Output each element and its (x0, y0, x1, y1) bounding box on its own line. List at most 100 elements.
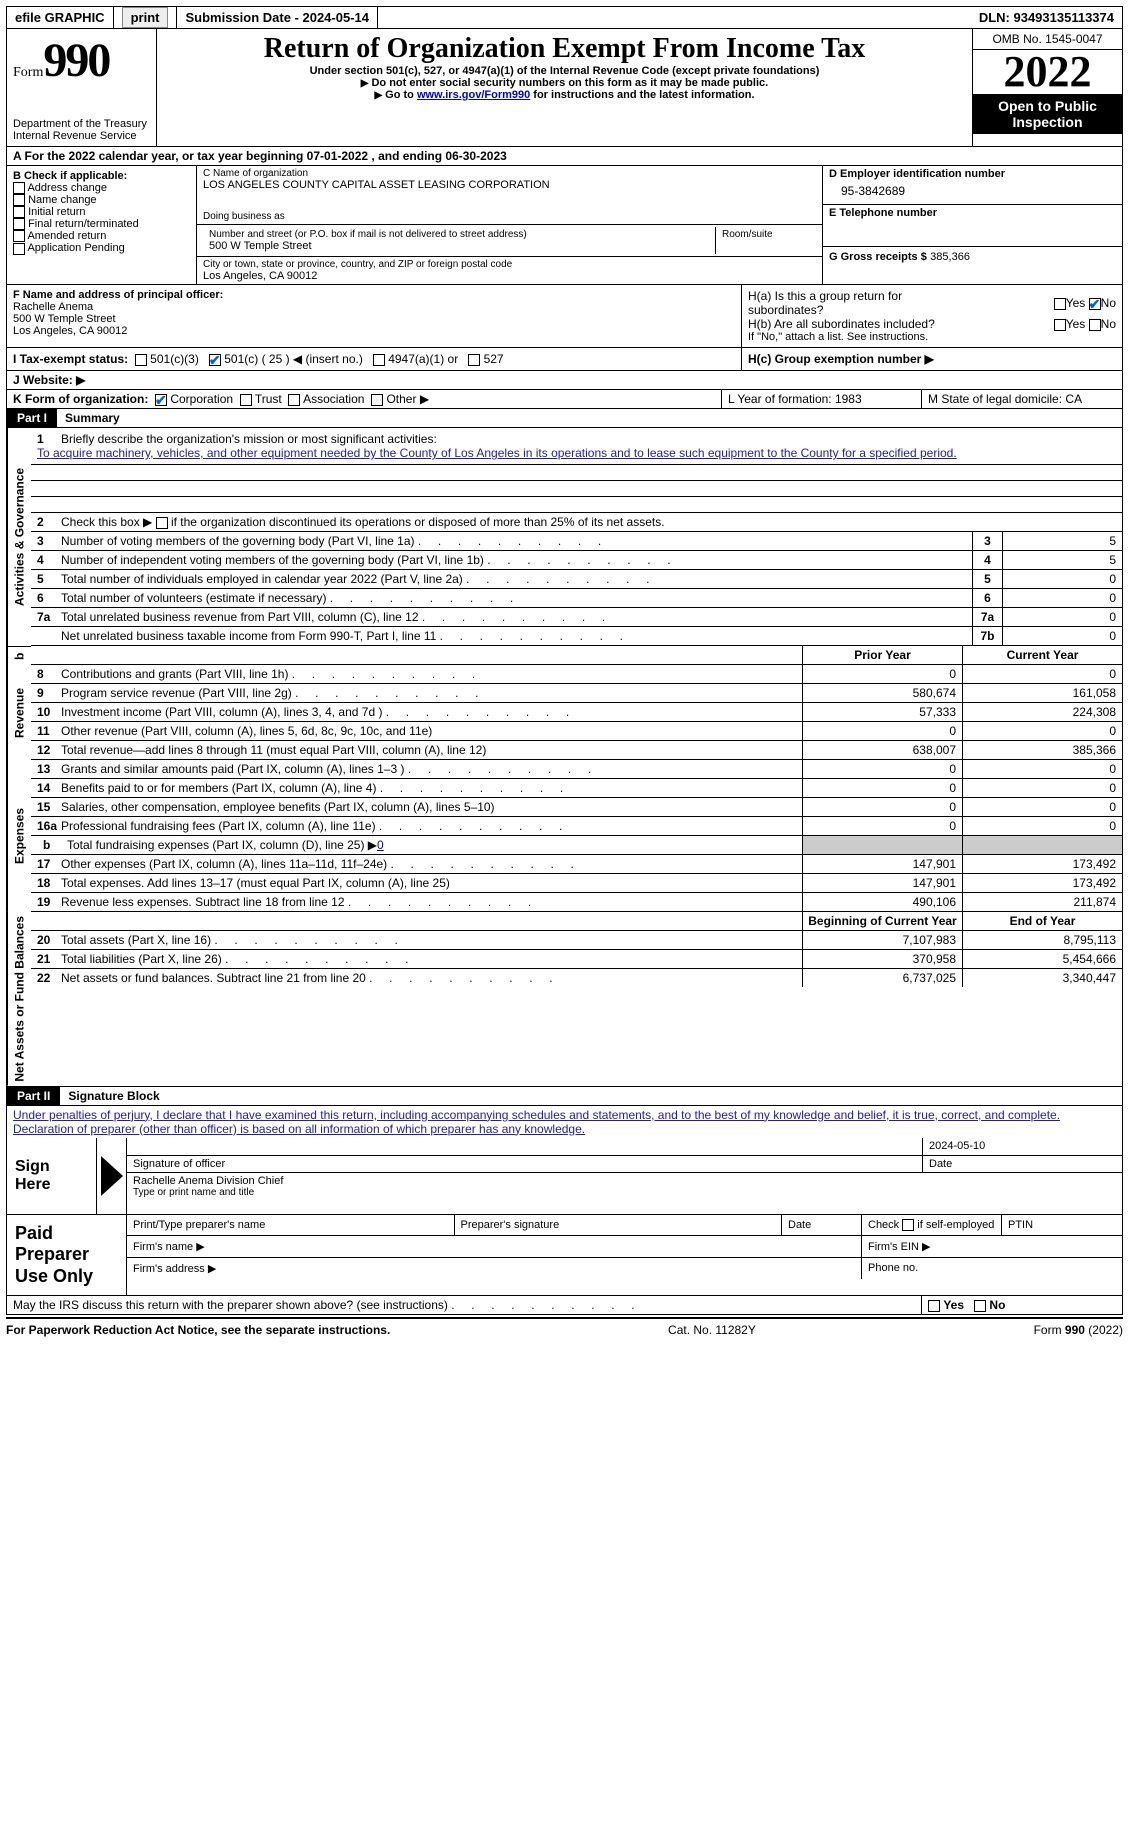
irs-label: Internal Revenue Service (13, 130, 150, 142)
mission-label: Briefly describe the organization's miss… (61, 432, 437, 446)
gov-row-5: 5Total number of individuals employed in… (31, 570, 1122, 589)
chk-corp[interactable] (155, 394, 167, 406)
net-22: 22Net assets or fund balances. Subtract … (31, 969, 1122, 987)
officer-name: Rachelle Anema (13, 301, 735, 313)
g-label: G Gross receipts $ (829, 251, 927, 263)
chk-final[interactable]: Final return/terminated (13, 218, 190, 230)
chk-amended[interactable]: Amended return (13, 230, 190, 242)
spacer (378, 15, 971, 21)
ptin-label: PTIN (1002, 1215, 1122, 1235)
vtab-b: b (7, 646, 31, 665)
chk-assoc[interactable] (288, 394, 300, 406)
chk-501c3[interactable] (135, 354, 147, 366)
form-title: Return of Organization Exempt From Incom… (163, 33, 966, 65)
room-suite: Room/suite (716, 227, 816, 254)
chk-501c[interactable] (209, 354, 221, 366)
paperwork-notice: For Paperwork Reduction Act Notice, see … (6, 1323, 390, 1337)
addr-label: Number and street (or P.O. box if mail i… (209, 229, 709, 240)
begin-year-hdr: Beginning of Current Year (802, 912, 962, 930)
ein: 95-3842689 (829, 180, 1116, 202)
chk-address[interactable]: Address change (13, 182, 190, 194)
net-20: 20Total assets (Part X, line 16)7,107,98… (31, 931, 1122, 950)
section-k: K Form of organization: Corporation Trus… (6, 390, 1123, 409)
print-button[interactable]: print (114, 7, 178, 28)
firm-name-label: Firm's name ▶ (127, 1236, 862, 1257)
dba-label: Doing business as (203, 211, 816, 222)
section-b-block: B Check if applicable: Address change Na… (6, 166, 1123, 285)
blank-line (31, 465, 1122, 481)
dept-treasury: Department of the Treasury (13, 118, 150, 130)
part-1-header: Part I Summary (6, 409, 1123, 428)
gov-row-7a: 7aTotal unrelated business revenue from … (31, 608, 1122, 627)
h-a-row: H(a) Is this a group return for subordin… (748, 289, 1116, 317)
exp-14: 14Benefits paid to or for members (Part … (31, 779, 1122, 798)
mission-text[interactable]: To acquire machinery, vehicles, and othe… (37, 446, 957, 460)
tax-year: 2022 (973, 50, 1122, 94)
exp-19: 19Revenue less expenses. Subtract line 1… (31, 893, 1122, 912)
rev-10: 10Investment income (Part VIII, column (… (31, 703, 1122, 722)
page-footer: For Paperwork Reduction Act Notice, see … (6, 1317, 1123, 1341)
expenses-section: Expenses 13Grants and similar amounts pa… (6, 760, 1123, 912)
rev-9: 9Program service revenue (Part VIII, lin… (31, 684, 1122, 703)
discuss-yes[interactable] (928, 1300, 940, 1312)
part-2-header: Part II Signature Block (6, 1087, 1123, 1106)
net-21: 21Total liabilities (Part X, line 26)370… (31, 950, 1122, 969)
preparer-name-label: Print/Type preparer's name (127, 1215, 455, 1235)
discuss-row: May the IRS discuss this return with the… (6, 1296, 1123, 1315)
paid-preparer-section: Paid Preparer Use Only Print/Type prepar… (6, 1215, 1123, 1297)
ssn-note: Do not enter social security numbers on … (163, 77, 966, 89)
submission-date: Submission Date - 2024-05-14 (177, 7, 378, 28)
vtab-net: Net Assets or Fund Balances (7, 912, 31, 1086)
officer-addr1: 500 W Temple Street (13, 313, 735, 325)
irs-link[interactable]: www.irs.gov/Form990 (417, 89, 530, 101)
blank-line (31, 481, 1122, 497)
calendar-year-row: A For the 2022 calendar year, or tax yea… (6, 147, 1123, 166)
gov-row-7b: Net unrelated business taxable income fr… (31, 627, 1122, 646)
street-address: 500 W Temple Street (209, 240, 709, 252)
section-j: J Website: ▶ (6, 371, 1123, 390)
form-header: Form990 Department of the Treasury Inter… (6, 29, 1123, 147)
section-i: I Tax-exempt status: 501(c)(3) 501(c) ( … (6, 348, 1123, 371)
d-label: D Employer identification number (829, 168, 1116, 180)
revenue-section: Revenue 8Contributions and grants (Part … (6, 665, 1123, 760)
exp-16a: 16aProfessional fundraising fees (Part I… (31, 817, 1122, 836)
h-c: H(c) Group exemption number ▶ (742, 348, 1122, 370)
paid-preparer-label: Paid Preparer Use Only (7, 1215, 127, 1296)
net-assets-section: Net Assets or Fund Balances Beginning of… (6, 912, 1123, 1087)
officer-print-name: Rachelle Anema Division Chief (133, 1175, 1116, 1187)
form-ref: Form 990 (2022) (1034, 1323, 1123, 1337)
officer-addr2: Los Angeles, CA 90012 (13, 325, 735, 337)
chk-initial[interactable]: Initial return (13, 206, 190, 218)
firm-address-label: Firm's address ▶ (127, 1258, 862, 1279)
blank-line (31, 497, 1122, 513)
e-label: E Telephone number (829, 207, 1116, 219)
gross-receipts: 385,366 (930, 251, 970, 263)
exp-13: 13Grants and similar amounts paid (Part … (31, 760, 1122, 779)
sign-here-label: Sign Here (7, 1138, 97, 1214)
chk-other[interactable] (371, 394, 383, 406)
f-label: F Name and address of principal officer: (13, 289, 735, 301)
goto-note: Go to www.irs.gov/Form990 for instructio… (163, 89, 966, 101)
preparer-date-label: Date (782, 1215, 862, 1235)
chk-4947[interactable] (373, 354, 385, 366)
col-headers: b Prior Year Current Year (6, 646, 1123, 665)
c-label: C Name of organization (203, 168, 816, 179)
cat-no: Cat. No. 11282Y (668, 1323, 756, 1337)
self-employed-check[interactable]: Check if self-employed (862, 1215, 1002, 1235)
exp-16b: bTotal fundraising expenses (Part IX, co… (31, 836, 1122, 855)
sig-officer-label: Signature of officer (127, 1156, 922, 1172)
chk-pending[interactable]: Application Pending (13, 242, 190, 254)
city-state-zip: Los Angeles, CA 90012 (203, 270, 816, 282)
discuss-no[interactable] (974, 1300, 986, 1312)
city-label: City or town, state or province, country… (203, 259, 816, 270)
firm-ein-label: Firm's EIN ▶ (862, 1236, 1122, 1257)
vtab-activities: Activities & Governance (7, 428, 31, 646)
chk-name[interactable]: Name change (13, 194, 190, 206)
chk-trust[interactable] (240, 394, 252, 406)
sign-here-section: Sign Here 2024-05-10 Signature of office… (6, 1138, 1123, 1215)
vtab-expenses: Expenses (7, 760, 31, 912)
rev-8: 8Contributions and grants (Part VIII, li… (31, 665, 1122, 684)
chk-discontinued[interactable] (156, 517, 168, 529)
chk-527[interactable] (468, 354, 480, 366)
sign-date: 2024-05-10 (922, 1138, 1122, 1155)
